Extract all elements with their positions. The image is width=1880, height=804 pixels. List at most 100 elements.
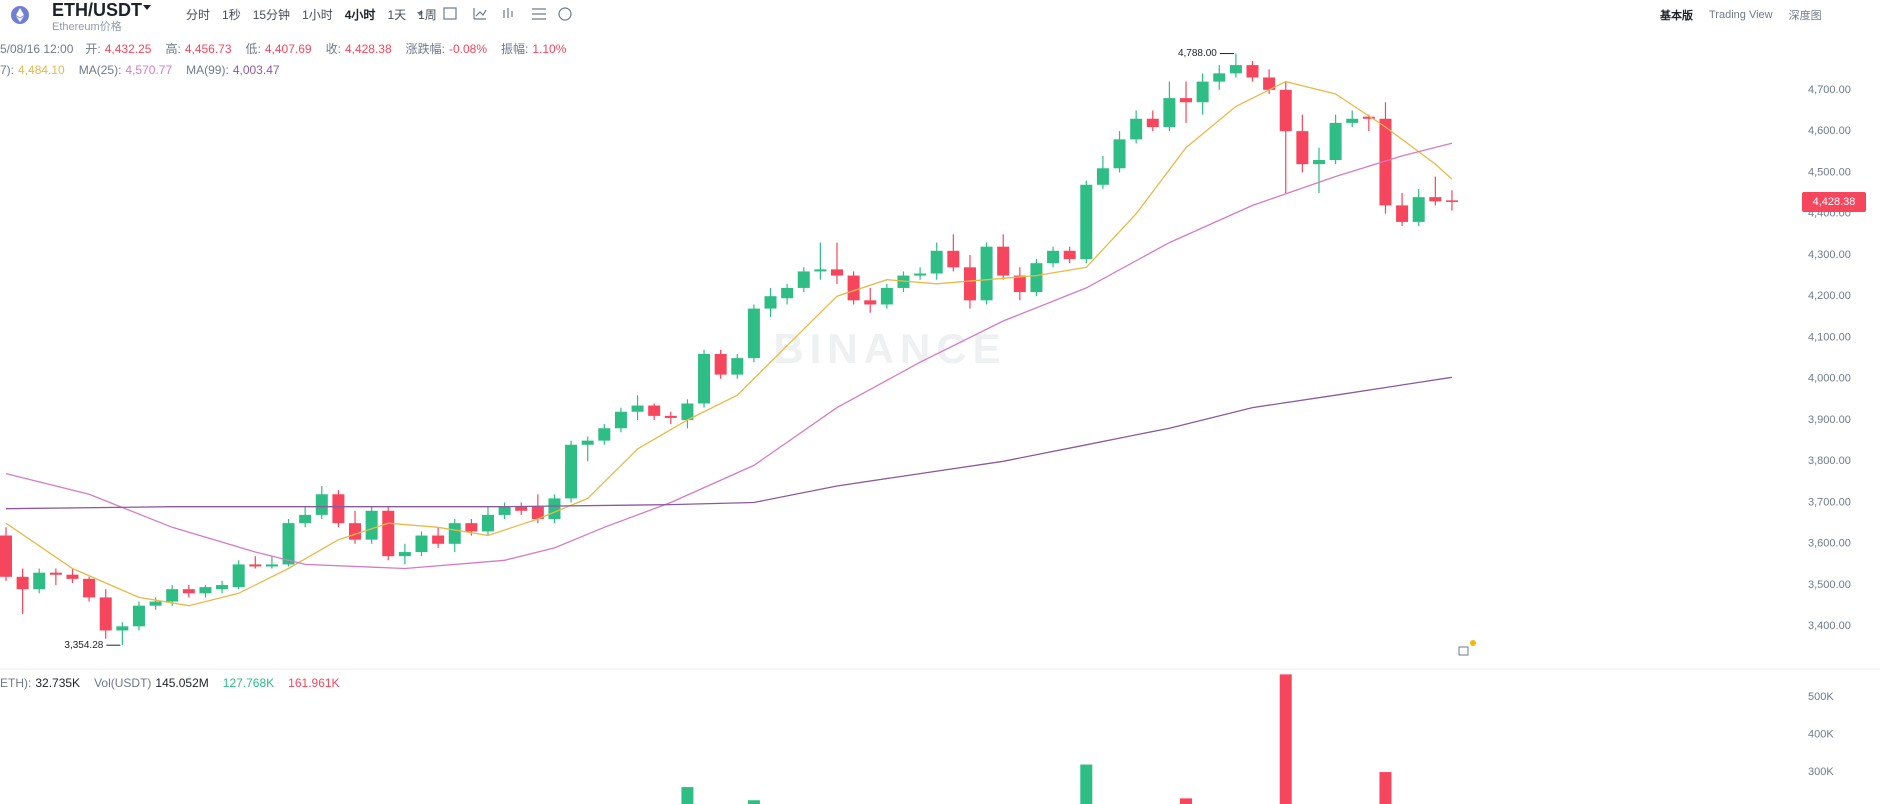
candle-body [83,578,96,598]
candle-body [1096,168,1109,185]
volume-bar [1180,798,1193,804]
interval[interactable]: 1天 [387,8,407,22]
candle-body [299,514,312,524]
candle-body [1445,200,1458,202]
candle-body [864,300,877,305]
candle-body [781,287,794,299]
candle-body [963,267,976,301]
volume-tick-label: 300K [1808,766,1834,778]
icon-indicator[interactable] [473,8,487,20]
candle-body [648,405,661,416]
candle-body [598,428,611,441]
candle-body [1346,118,1359,123]
candle-body [1296,131,1309,165]
candle-body [531,506,544,520]
candle-body [914,273,927,276]
candle-body [764,296,777,309]
info-label: 收: [325,42,341,56]
candle-body [432,535,445,544]
pair-subtitle: Ethereum价格 [52,21,122,33]
toolbar-icons [443,7,572,21]
candle-body [880,287,893,305]
candle-body [980,246,993,301]
candle-body [1130,118,1143,140]
candle-body [498,506,511,515]
candle-body [66,574,79,579]
last-price-tag [1802,191,1866,212]
y-tick-label: 4,200.00 [1808,290,1851,302]
corner-icon[interactable] [1458,646,1469,656]
candle-body [664,415,677,418]
volume-bar [1080,764,1093,804]
watermark: BINANCE [773,325,1006,372]
more-caret [417,12,423,16]
candle-body [1163,98,1176,128]
candle-body [1246,65,1259,78]
candle-body [481,514,494,532]
info-value: 4,456.73 [184,41,232,56]
candle-body [565,444,578,499]
interval-bar: 分时 1秒 15分钟 1小时 4小时 1天 1周 [186,6,449,23]
candle-body [1213,73,1226,82]
view-tab[interactable]: Trading View [1709,9,1773,21]
candle-body [1312,160,1325,165]
volume-bar [681,787,694,804]
info-value: 4,428.38 [344,41,392,56]
interval[interactable]: 1小时 [302,8,333,22]
ma-line [5,80,1453,607]
volume-tick-label: 500K [1808,691,1834,703]
y-tick-label: 3,700.00 [1808,496,1851,508]
icon-settings[interactable] [532,8,546,20]
y-tick-label: 3,400.00 [1808,620,1851,632]
candle-body [349,523,362,540]
candle-body [1146,118,1159,128]
vol-value: 127.768K [222,676,275,690]
candle-body [831,269,843,276]
vol-value: 145.052M [155,676,209,690]
candle-body [216,585,229,590]
ma-value: 4,570.77 [125,63,173,77]
vol-value: 161.961K [288,676,340,690]
candle-body [1329,122,1342,161]
candle-body [265,564,278,567]
candle-body [249,564,262,567]
interval[interactable]: 4小时 [344,8,376,22]
candle-body [1396,205,1409,222]
icon-calendar[interactable] [443,7,457,20]
interval[interactable]: 1秒 [222,8,241,22]
candle-body [1063,250,1076,260]
candle-body [1047,250,1060,264]
vol-label: Vol(USDT) [94,676,152,690]
y-tick-label: 3,900.00 [1808,414,1851,426]
candle-body [681,403,694,420]
interval[interactable]: 15分钟 [252,8,291,22]
candle-body [465,523,478,532]
interval[interactable]: 1周 [418,8,437,22]
candle-body [415,535,428,553]
candle-body [714,353,727,375]
interval[interactable]: 分时 [186,8,211,22]
y-tick-label: 4,500.00 [1808,166,1851,178]
ma-value: 4,484.10 [18,63,65,77]
info-label: 高: [165,42,181,56]
candle-body [33,572,46,590]
pair: ETH/USDT [52,0,142,20]
candle-body [282,523,295,565]
view-tab[interactable]: 基本版 [1660,10,1693,22]
icon-candles[interactable] [503,8,513,18]
candle-body [1013,275,1026,293]
view-tab[interactable]: 深度图 [1788,10,1822,22]
vol-value: 32.735K [35,676,81,690]
ohlc-info: 5/08/16 12:00 开: 4,432.25 高: 4,456.73 低: 4,407… [0,40,580,57]
icon-more[interactable] [558,7,572,21]
candle-body [0,535,12,577]
candle-body [731,358,744,375]
candle-body [166,589,179,602]
y-tick-label: 3,800.00 [1808,455,1851,467]
candle-body [997,246,1010,276]
candle-body [1113,139,1126,169]
volume-legend: ETH): 32.735K Vol(USDT) 145.052M 127.768K 161… [0,676,354,690]
candle-body [1180,98,1193,103]
candle-body [1429,197,1442,202]
